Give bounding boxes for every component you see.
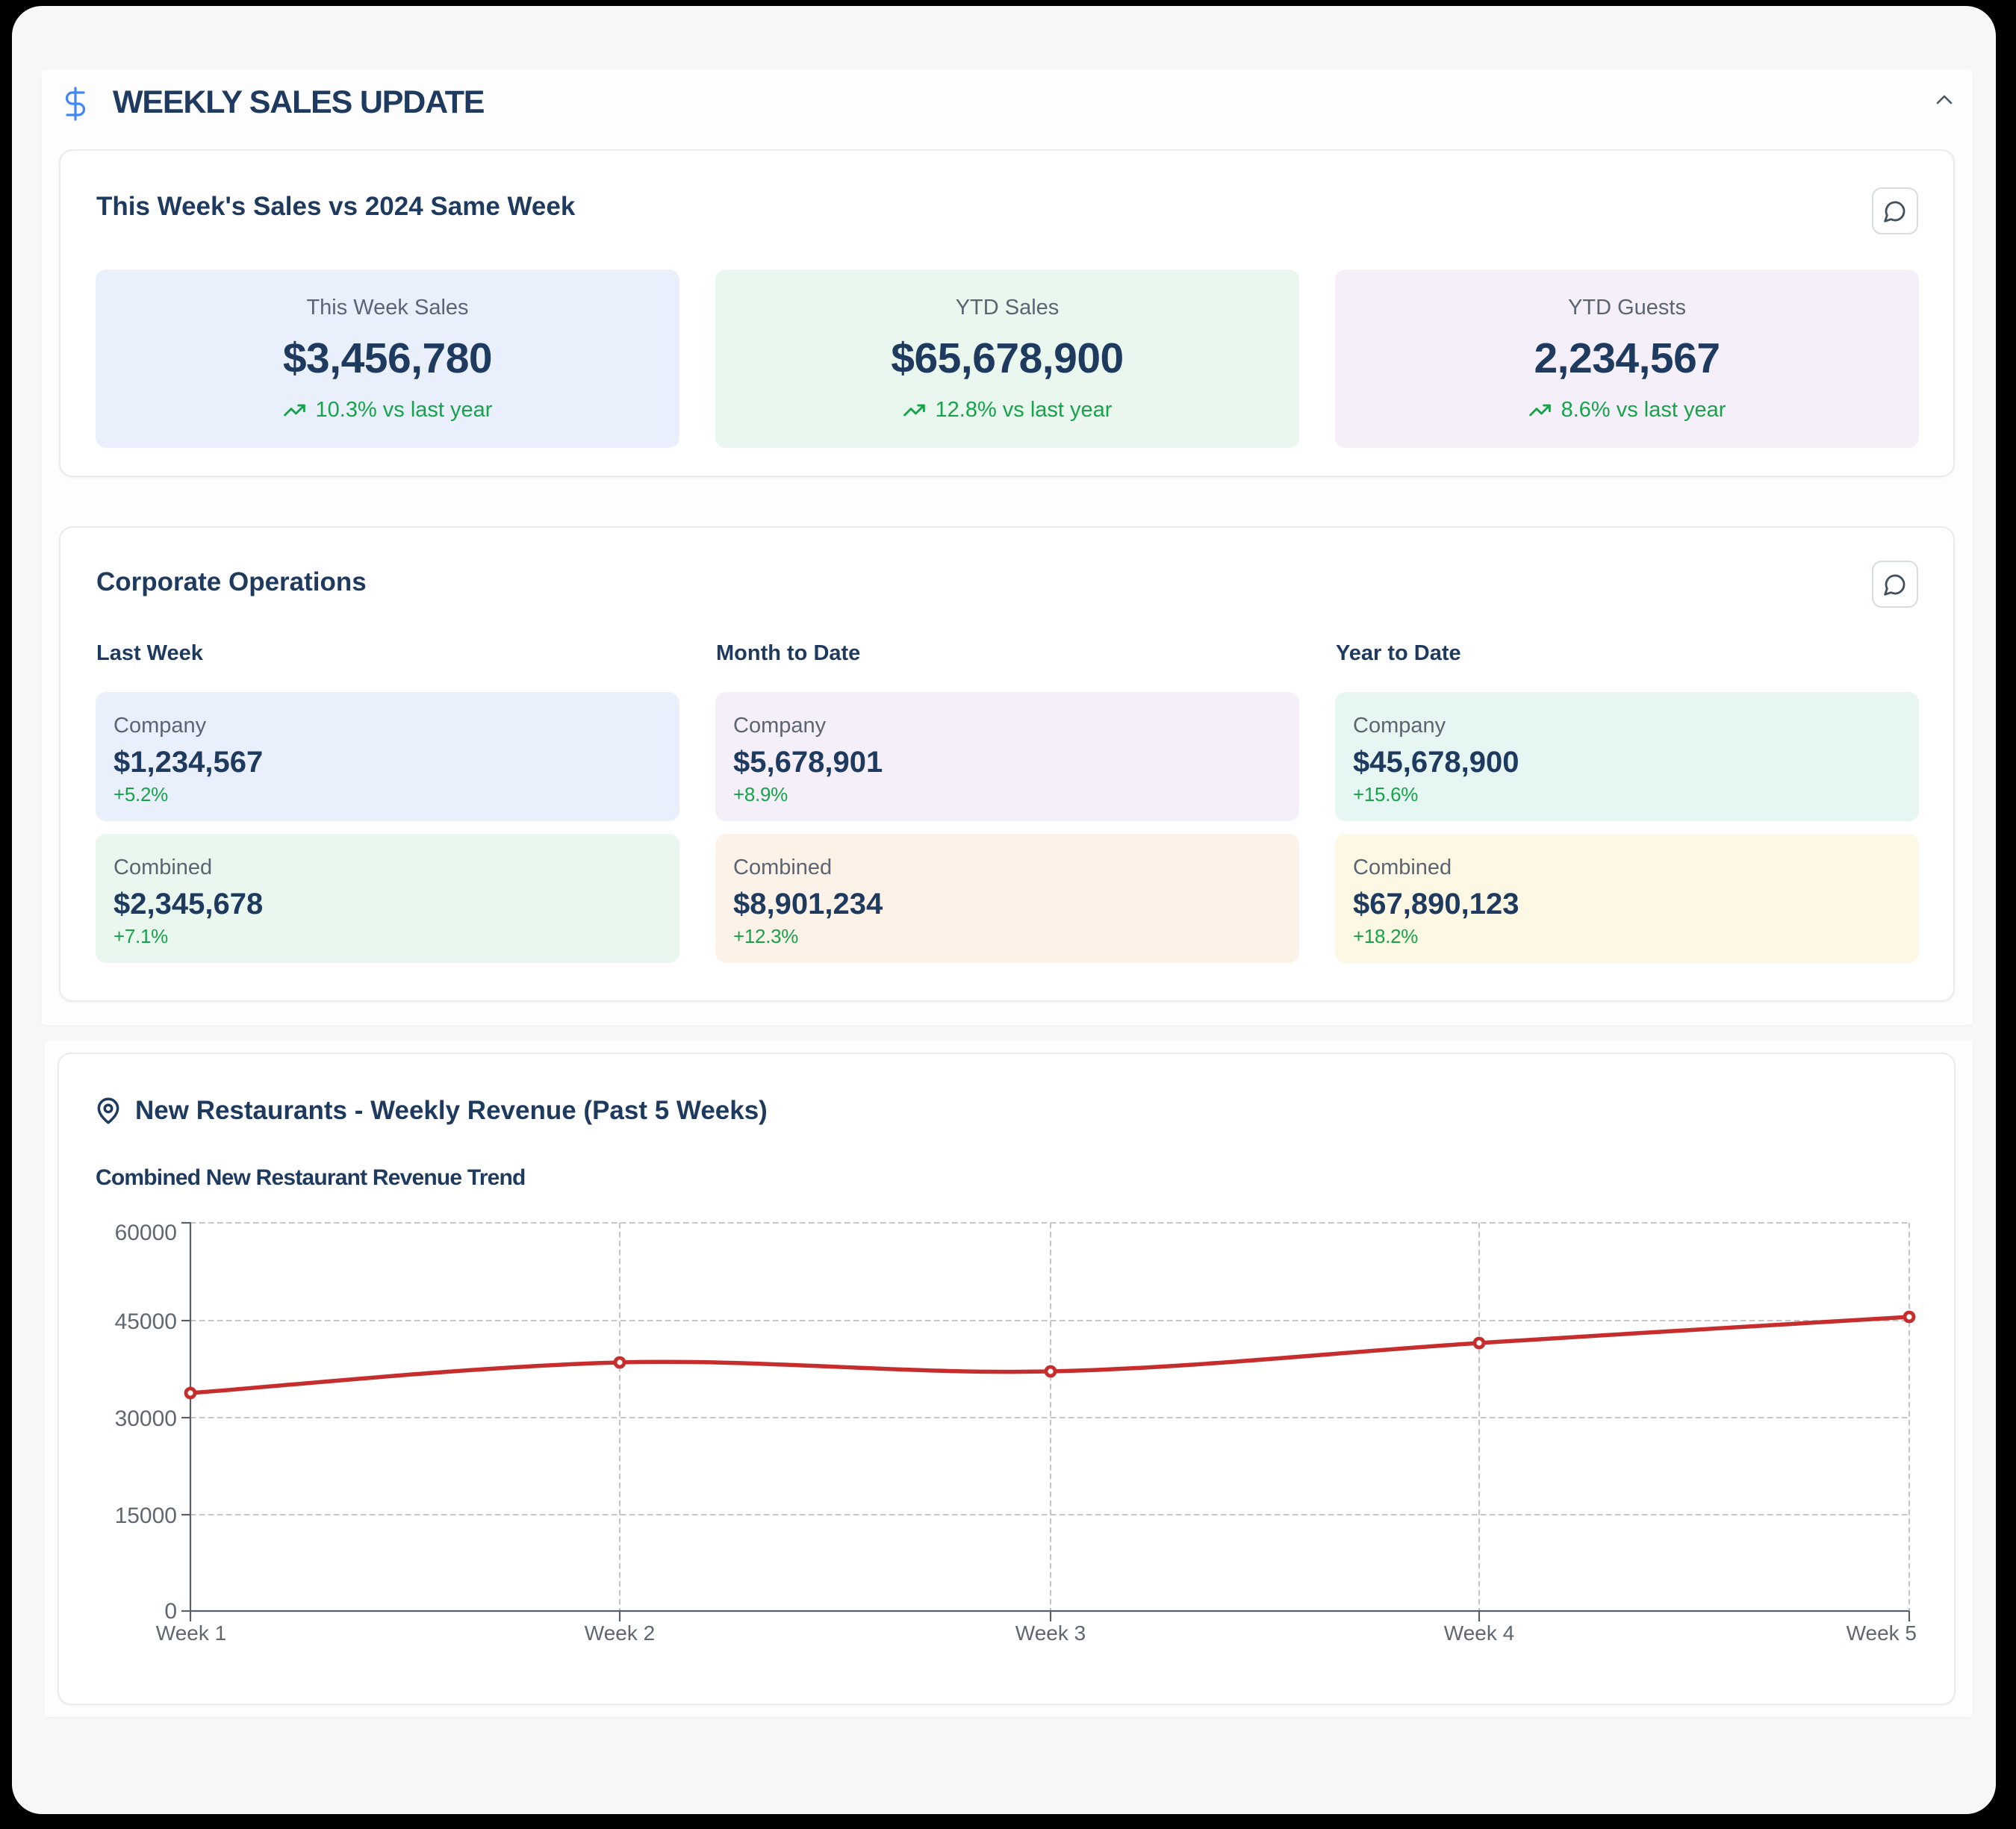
svg-text:30000: 30000: [115, 1406, 177, 1431]
svg-text:Week 2: Week 2: [585, 1621, 655, 1645]
svg-text:Week 4: Week 4: [1444, 1621, 1514, 1645]
svg-text:Week 5: Week 5: [1847, 1621, 1917, 1645]
svg-text:Week 3: Week 3: [1015, 1621, 1086, 1645]
svg-text:45000: 45000: [115, 1309, 177, 1334]
svg-text:0: 0: [164, 1599, 177, 1624]
svg-text:15000: 15000: [115, 1504, 177, 1528]
svg-text:Week 1: Week 1: [156, 1621, 226, 1645]
svg-text:60000: 60000: [115, 1221, 177, 1245]
